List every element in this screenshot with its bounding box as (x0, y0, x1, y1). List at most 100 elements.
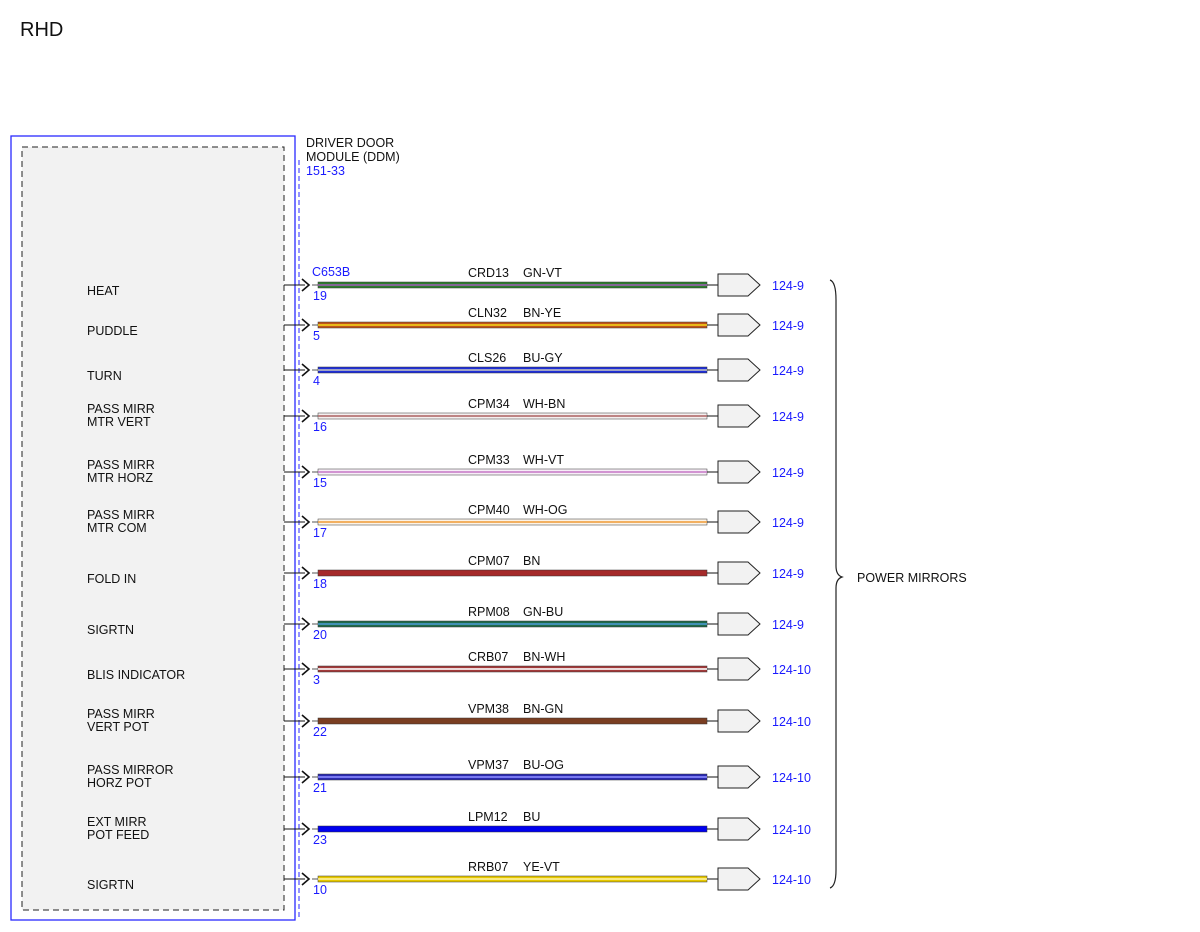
circuit-id: CLS26 (468, 351, 506, 365)
circuit-id: CPM40 (468, 503, 510, 517)
pin-number: 21 (313, 781, 327, 795)
pin-number: 20 (313, 628, 327, 642)
color-code: BU-GY (523, 351, 563, 365)
circuit-id: VPM38 (468, 702, 509, 716)
pin-number: 19 (313, 289, 327, 303)
function-label: VERT POT (87, 720, 149, 734)
circuit-id: RPM08 (468, 605, 510, 619)
circuit-id: CPM34 (468, 397, 510, 411)
wire-stripe (318, 369, 707, 371)
function-label: PUDDLE (87, 324, 138, 338)
offpage-connector-icon (717, 765, 761, 789)
function-label: TURN (87, 369, 122, 383)
pin-arrow (301, 409, 311, 423)
dest-ref-link[interactable]: 124-9 (772, 567, 804, 581)
wire-stripe (318, 623, 707, 625)
offpage-connector-icon (717, 657, 761, 681)
function-label: MTR HORZ (87, 471, 153, 485)
group-label: POWER MIRRORS (857, 571, 967, 585)
offpage-connector-icon (717, 561, 761, 585)
circuit-id: CRD13 (468, 266, 509, 280)
pin-arrow (301, 318, 311, 332)
pin-number: 18 (313, 577, 327, 591)
dest-ref-link[interactable]: 124-9 (772, 516, 804, 530)
function-label: EXT MIRR (87, 815, 147, 829)
circuit-row: SIGRTN 10 RRB07 YE-VT 124-10 (87, 860, 811, 897)
color-code: WH-BN (523, 397, 565, 411)
function-label: SIGRTN (87, 878, 134, 892)
wire-stripe (318, 284, 707, 286)
color-code: YE-VT (523, 860, 560, 874)
circuit-id: RRB07 (468, 860, 508, 874)
pin-number: 5 (313, 329, 320, 343)
color-code: BN-YE (523, 306, 561, 320)
dest-ref-link[interactable]: 124-9 (772, 279, 804, 293)
wire-body (317, 569, 708, 577)
color-code: WH-VT (523, 453, 564, 467)
circuit-id: CPM33 (468, 453, 510, 467)
dest-ref-link[interactable]: 124-10 (772, 663, 811, 677)
function-label: HORZ POT (87, 776, 152, 790)
pin-number: 23 (313, 833, 327, 847)
function-label: BLIS INDICATOR (87, 668, 185, 682)
wire-body (317, 717, 708, 725)
color-code: BN (523, 554, 540, 568)
color-code: BN-GN (523, 702, 563, 716)
wire-stripe (318, 776, 707, 778)
pin-arrow (301, 872, 311, 886)
connector-id: C653B (312, 265, 350, 279)
offpage-connector-icon (717, 460, 761, 484)
offpage-connector-icon (717, 358, 761, 382)
circuit-row: TURN 4 CLS26 BU-GY 124-9 (87, 351, 804, 388)
dest-ref-link[interactable]: 124-10 (772, 873, 811, 887)
dest-ref-link[interactable]: 124-9 (772, 466, 804, 480)
pin-number: 15 (313, 476, 327, 490)
dest-ref-link[interactable]: 124-9 (772, 410, 804, 424)
dest-ref-link[interactable]: 124-9 (772, 364, 804, 378)
wire-body (317, 825, 708, 833)
function-label: SIGRTN (87, 623, 134, 637)
offpage-connector-icon (717, 510, 761, 534)
module-inner (21, 146, 285, 911)
circuit-row: FOLD IN 18 CPM07 BN 124-9 (87, 554, 804, 591)
pin-arrow (301, 465, 311, 479)
function-label: POT FEED (87, 828, 149, 842)
dest-ref-link[interactable]: 124-10 (772, 823, 811, 837)
wire-stripe (318, 668, 707, 670)
pin-arrow (301, 714, 311, 728)
pin-arrow (301, 822, 311, 836)
function-label: PASS MIRR (87, 458, 155, 472)
module-name-line2: MODULE (DDM) (306, 150, 400, 164)
dest-ref-link[interactable]: 124-9 (772, 618, 804, 632)
pin-number: 22 (313, 725, 327, 739)
offpage-connector-icon (717, 313, 761, 337)
circuit-id: CLN32 (468, 306, 507, 320)
offpage-connector-icon (717, 867, 761, 891)
function-label: HEAT (87, 284, 120, 298)
offpage-connector-icon (717, 273, 761, 297)
dest-ref-link[interactable]: 124-10 (772, 771, 811, 785)
circuit-row: BLIS INDICATOR 3 CRB07 BN-WH 124-10 (87, 650, 811, 687)
wire-stripe (318, 471, 707, 473)
function-label: PASS MIRR (87, 402, 155, 416)
wire-stripe (318, 521, 707, 523)
dest-ref-link[interactable]: 124-9 (772, 319, 804, 333)
module-ref-link[interactable]: 151-33 (306, 164, 345, 178)
pin-number: 17 (313, 526, 327, 540)
color-code: BN-WH (523, 650, 565, 664)
pin-arrow (301, 363, 311, 377)
color-code: BU (523, 810, 540, 824)
color-code: BU-OG (523, 758, 564, 772)
pin-number: 3 (313, 673, 320, 687)
wire-stripe (318, 415, 707, 417)
pin-arrow (301, 617, 311, 631)
offpage-connector-icon (717, 404, 761, 428)
dest-ref-link[interactable]: 124-10 (772, 715, 811, 729)
pin-number: 4 (313, 374, 320, 388)
offpage-connector-icon (717, 612, 761, 636)
